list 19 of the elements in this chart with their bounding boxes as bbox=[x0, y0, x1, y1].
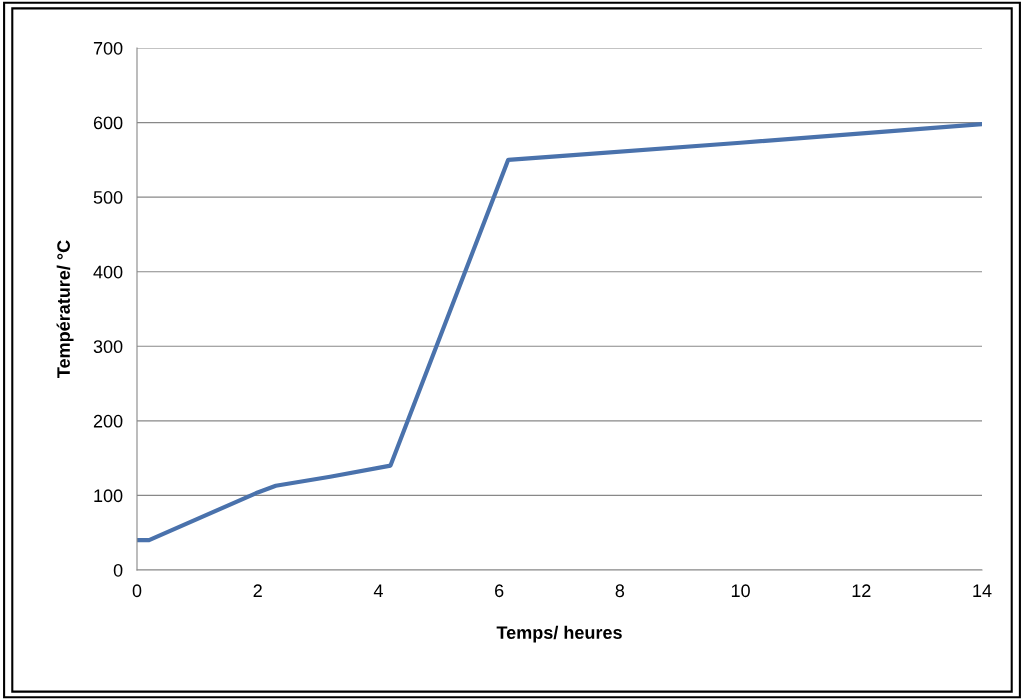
y-tick-label: 300 bbox=[93, 340, 123, 354]
x-axis-title: Temps/ heures bbox=[496, 625, 622, 643]
x-tick-label: 0 bbox=[132, 584, 142, 598]
y-axis-title: Température/ °C bbox=[56, 240, 74, 378]
y-tick-label: 200 bbox=[93, 414, 123, 428]
y-tick-label: 0 bbox=[113, 563, 123, 577]
y-tick-label: 500 bbox=[93, 191, 123, 204]
x-tick-label: 12 bbox=[852, 584, 871, 597]
y-tick-label: 400 bbox=[93, 265, 123, 279]
x-tick-label: 4 bbox=[373, 584, 383, 597]
x-tick-label: 2 bbox=[253, 584, 262, 597]
x-tick-label: 8 bbox=[615, 584, 625, 598]
x-tick-label: 14 bbox=[973, 584, 992, 597]
y-tick-label: 700 bbox=[93, 41, 123, 55]
x-tick-label: 6 bbox=[495, 584, 504, 598]
x-tick-label: 10 bbox=[731, 584, 750, 598]
y-tick-label: 600 bbox=[93, 116, 123, 130]
line-series bbox=[137, 121, 982, 543]
y-tick-label: 100 bbox=[94, 489, 123, 503]
